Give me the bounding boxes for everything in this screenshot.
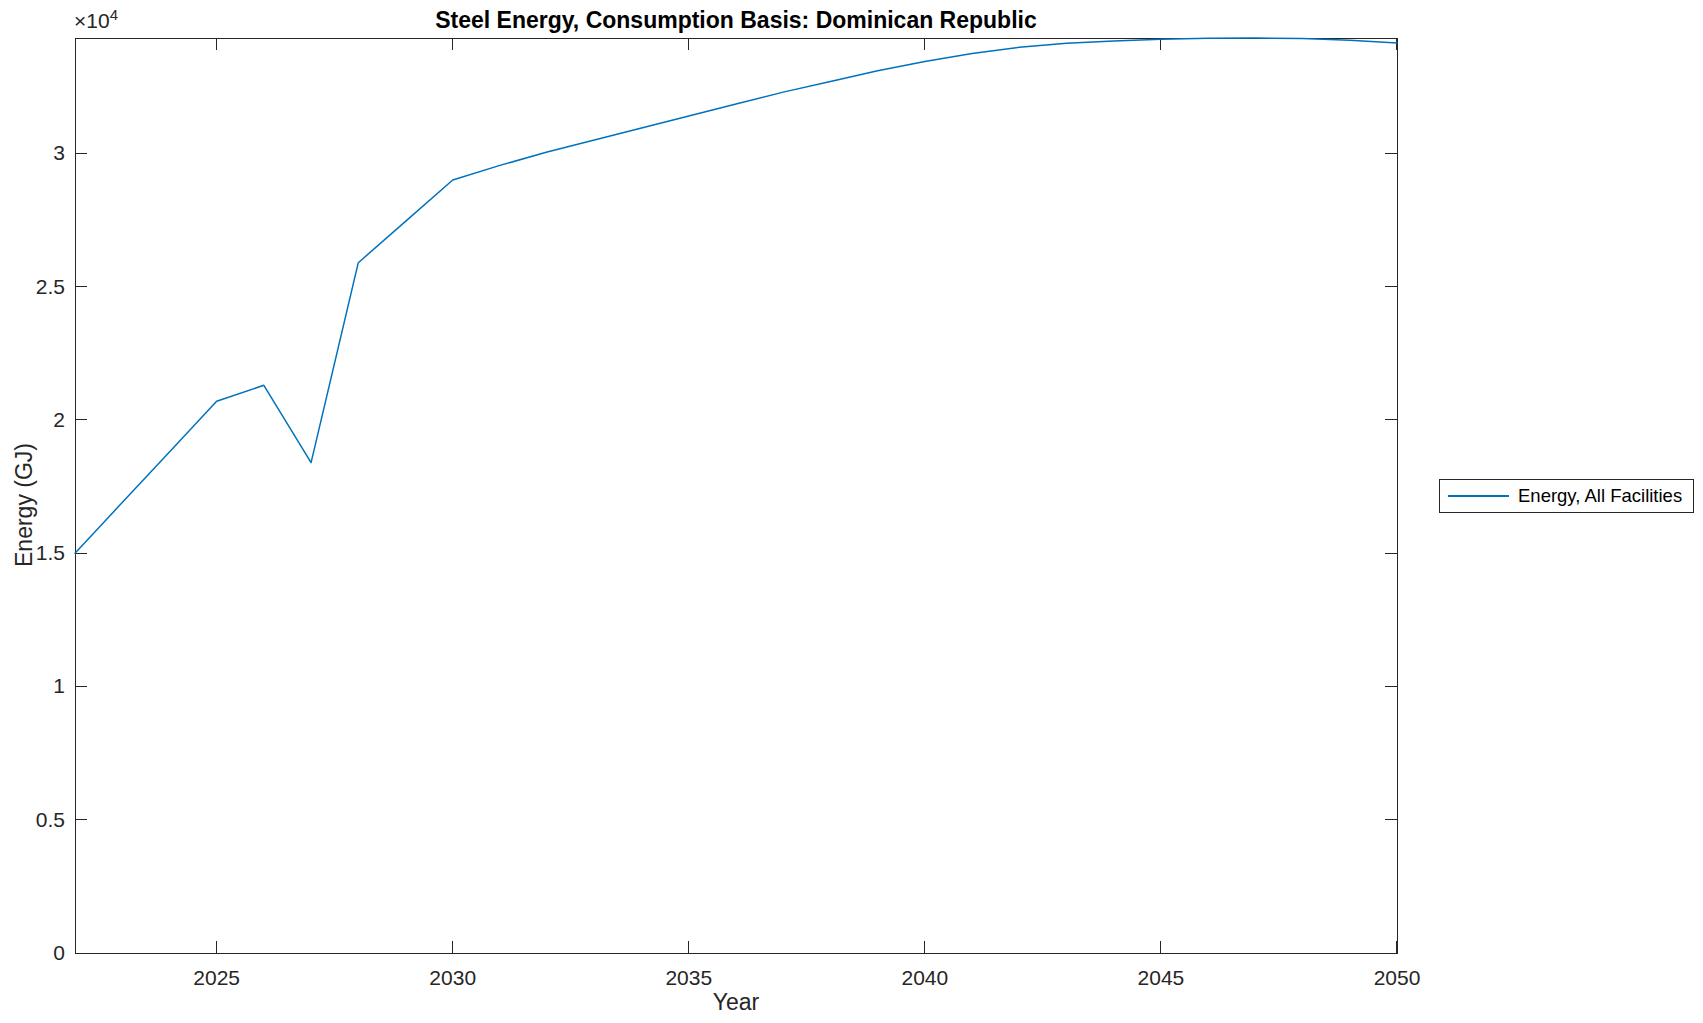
x-axis-label: Year <box>75 989 1397 1016</box>
x-tick-label: 2025 <box>193 966 240 989</box>
y-tick-label: 0.5 <box>36 808 65 831</box>
plot-frame <box>75 38 1397 953</box>
y-tick-label: 0 <box>53 941 65 964</box>
legend: Energy, All Facilities <box>1439 479 1694 513</box>
x-tick-label: 2035 <box>665 966 712 989</box>
y-tick-label: 2.5 <box>36 275 65 298</box>
figure: 20252030203520402045205000.511.522.53 ×1… <box>0 0 1703 1023</box>
x-tick-label: 2045 <box>1138 966 1185 989</box>
x-tick-label: 2030 <box>429 966 476 989</box>
legend-line-swatch <box>1448 495 1509 497</box>
x-tick-label: 2050 <box>1374 966 1421 989</box>
y-tick-label: 1.5 <box>36 541 65 564</box>
y-tick-label: 1 <box>53 674 65 697</box>
x-tick-label: 2040 <box>901 966 948 989</box>
chart-title: Steel Energy, Consumption Basis: Dominic… <box>75 7 1397 34</box>
y-tick-label: 3 <box>53 141 65 164</box>
y-axis-label: Energy (GJ) <box>11 443 38 567</box>
energy-series-line <box>75 38 1397 553</box>
legend-entry-label: Energy, All Facilities <box>1518 485 1682 507</box>
y-tick-label: 2 <box>53 408 65 431</box>
